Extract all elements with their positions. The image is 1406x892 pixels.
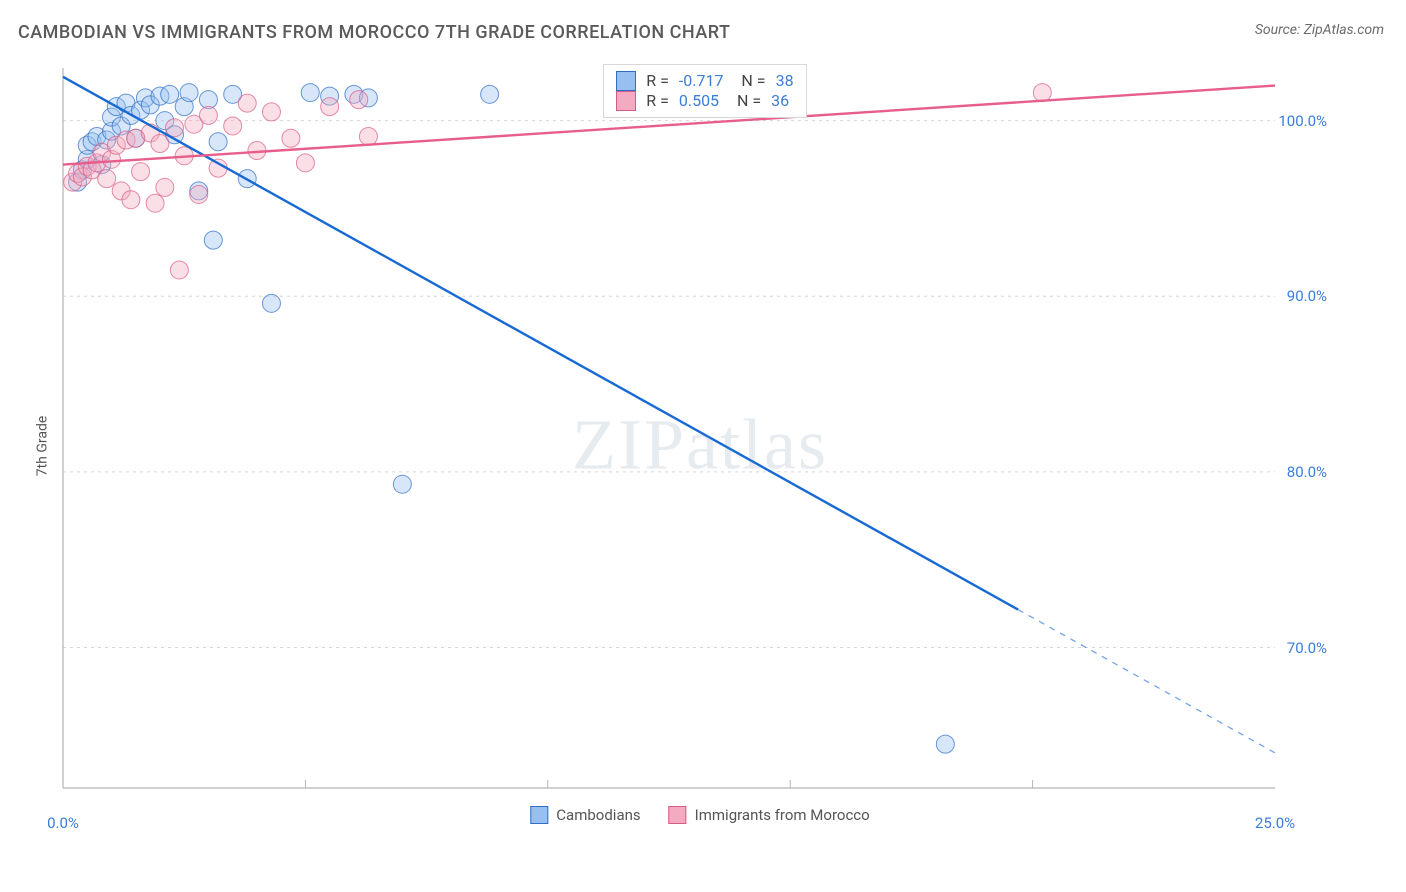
chart-title: CAMBODIAN VS IMMIGRANTS FROM MOROCCO 7TH… [18,22,730,43]
correlation-stats-box: R = -0.717 N = 38R = 0.505 N = 36 [603,64,806,118]
legend-swatch [669,806,687,824]
n-value: 36 [771,91,789,110]
n-label: N = [729,91,761,110]
r-value: 0.505 [679,91,719,110]
y-tick-label: 100.0% [1278,112,1327,130]
legend-swatch [530,806,548,824]
r-label: R = [646,71,669,90]
series-swatch [616,91,636,111]
r-value: -0.717 [679,71,724,90]
legend-item: Cambodians [530,806,640,824]
x-tick-label: 0.0% [47,814,79,832]
bottom-legend: Cambodians Immigrants from Morocco [530,806,869,824]
legend-label: Immigrants from Morocco [695,806,870,824]
n-label: N = [733,71,765,90]
x-tick-label: 25.0% [1255,814,1295,832]
n-value: 38 [776,71,794,90]
y-axis-label: 7th Grade [34,416,50,477]
stats-row: R = -0.717 N = 38 [616,71,793,91]
series-swatch [616,71,636,91]
y-tick-label: 80.0% [1287,463,1327,481]
y-tick-label: 70.0% [1287,639,1327,657]
source-name: ZipAtlas.com [1304,22,1384,38]
chart-area: ZIPatlas 70.0%80.0%90.0%100.0%0.0%25.0%R… [55,60,1345,830]
y-tick-label: 90.0% [1287,287,1327,305]
source-attribution: Source: ZipAtlas.com [1255,22,1384,38]
legend-label: Cambodians [556,806,640,824]
r-label: R = [646,91,669,110]
source-label: Source: [1255,22,1300,38]
legend-item: Immigrants from Morocco [669,806,870,824]
scatter-plot-svg [55,60,1345,830]
stats-row: R = 0.505 N = 36 [616,91,793,111]
